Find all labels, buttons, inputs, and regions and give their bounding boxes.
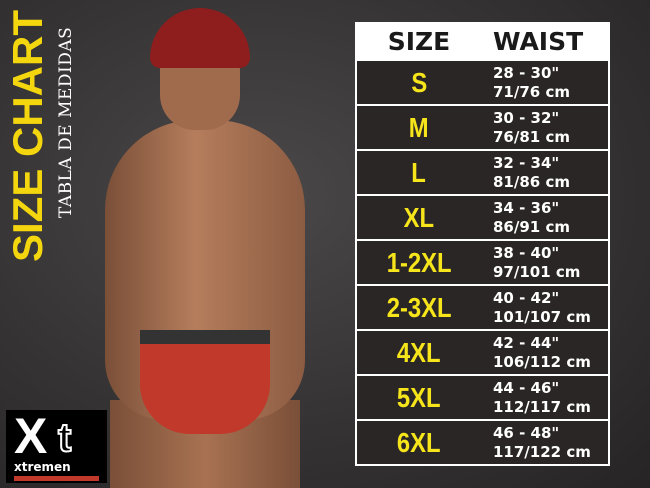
- brand-logo: X t xtremen: [6, 410, 107, 483]
- waist-cm: 71/76 cm: [493, 82, 570, 101]
- waist-cell: 34 - 36" 86/91 cm: [481, 199, 608, 237]
- waist-cell: 30 - 32" 76/81 cm: [481, 109, 608, 147]
- waist-cell: 40 - 42" 101/107 cm: [481, 289, 608, 327]
- size-cell: 4XL: [357, 337, 481, 369]
- size-cell: 1-2XL: [357, 247, 481, 279]
- waist-cell: 44 - 46" 112/117 cm: [481, 379, 608, 417]
- table-row: 4XL 42 - 44" 106/112 cm: [357, 331, 608, 374]
- waist-cell: 42 - 44" 106/112 cm: [481, 334, 608, 372]
- page-subtitle: TABLA DE MEDIDAS: [56, 26, 76, 218]
- header-size: SIZE: [387, 27, 451, 56]
- waist-cm: 117/122 cm: [493, 442, 591, 461]
- waist-cm: 76/81 cm: [493, 127, 570, 146]
- size-label: 2-3XL: [386, 291, 452, 323]
- waist-inches: 38 - 40": [493, 243, 560, 262]
- waist-inches: 44 - 46": [493, 378, 560, 397]
- waist-inches: 40 - 42": [493, 288, 560, 307]
- size-label: XL: [403, 201, 435, 233]
- logo-t: t: [57, 416, 72, 460]
- size-cell: L: [357, 157, 481, 189]
- table-row: 1-2XL 38 - 40" 97/101 cm: [357, 241, 608, 284]
- table-row: M 30 - 32" 76/81 cm: [357, 106, 608, 149]
- size-cell: M: [357, 112, 481, 144]
- header-waist: WAIST: [493, 27, 584, 56]
- waist-inches: 30 - 32": [493, 108, 560, 127]
- waist-cm: 106/112 cm: [493, 352, 591, 371]
- table-header: SIZE WAIST: [357, 24, 608, 59]
- size-label: 1-2XL: [386, 246, 452, 278]
- waist-cm: 101/107 cm: [493, 307, 591, 326]
- waist-cell: 38 - 40" 97/101 cm: [481, 244, 608, 282]
- table-row: 5XL 44 - 46" 112/117 cm: [357, 376, 608, 419]
- table-row: S 28 - 30" 71/76 cm: [357, 61, 608, 104]
- waist-inches: 46 - 48": [493, 423, 560, 442]
- size-label: L: [411, 156, 427, 188]
- size-cell: 5XL: [357, 382, 481, 414]
- size-cell: S: [357, 67, 481, 99]
- waist-inches: 28 - 30": [493, 63, 560, 82]
- logo-brand: xtremen: [14, 460, 71, 474]
- model-photo-helmet: [150, 8, 250, 68]
- size-label: S: [411, 66, 427, 98]
- waist-inches: 34 - 36": [493, 198, 560, 217]
- size-cell: XL: [357, 202, 481, 234]
- logo-x: X: [14, 410, 48, 464]
- size-table: SIZE WAIST S 28 - 30" 71/76 cm M 30 - 32" 7…: [355, 22, 610, 466]
- waist-cell: 46 - 48" 117/122 cm: [481, 424, 608, 462]
- waist-inches: 42 - 44": [493, 333, 560, 352]
- size-label: M: [409, 111, 429, 143]
- table-row: L 32 - 34" 81/86 cm: [357, 151, 608, 194]
- size-cell: 6XL: [357, 427, 481, 459]
- size-label: 6XL: [397, 426, 441, 458]
- table-row: XL 34 - 36" 86/91 cm: [357, 196, 608, 239]
- size-label: 4XL: [397, 336, 441, 368]
- waist-inches: 32 - 34": [493, 153, 560, 172]
- waist-cm: 97/101 cm: [493, 262, 581, 281]
- page-title: SIZE CHART: [4, 10, 51, 262]
- size-label: 5XL: [397, 381, 441, 413]
- logo-tagline-bar: [14, 476, 99, 481]
- waist-cell: 32 - 34" 81/86 cm: [481, 154, 608, 192]
- size-cell: 2-3XL: [357, 292, 481, 324]
- waist-cm: 86/91 cm: [493, 217, 570, 236]
- table-row: 2-3XL 40 - 42" 101/107 cm: [357, 286, 608, 329]
- model-photo-brief: [140, 330, 270, 434]
- waist-cm: 112/117 cm: [493, 397, 591, 416]
- table-row: 6XL 46 - 48" 117/122 cm: [357, 421, 608, 464]
- waist-cell: 28 - 30" 71/76 cm: [481, 64, 608, 102]
- waist-cm: 81/86 cm: [493, 172, 570, 191]
